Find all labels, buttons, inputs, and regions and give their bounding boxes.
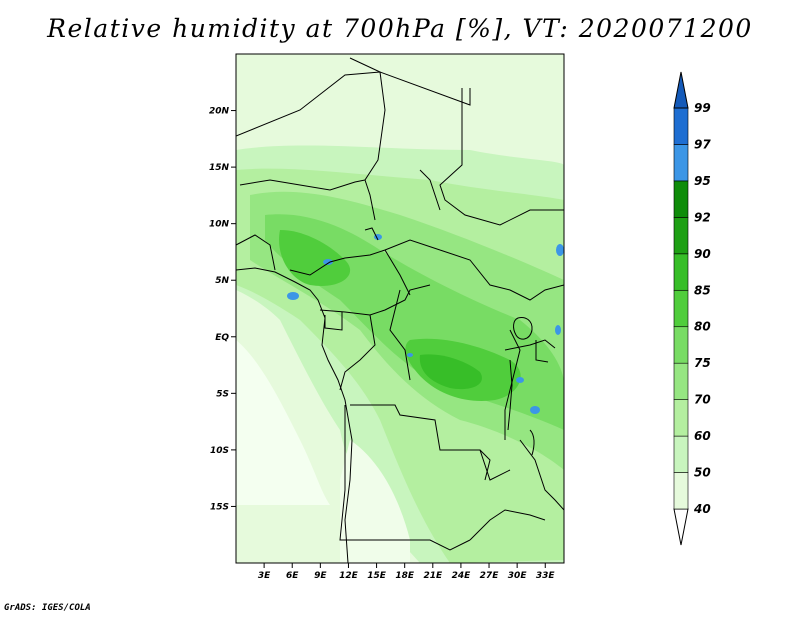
x-tick-label: 24E [452,571,472,581]
colorbar-label: 97 [694,137,711,151]
colorbar-legend: 40 50 60 70 75 80 85 90 92 95 97 99 [673,71,711,546]
colorbar-label: 50 [694,466,711,480]
rh-zone-dry-sw [236,340,330,505]
colorbar-swatch [673,144,689,182]
colorbar-min-triangle [673,508,689,546]
colorbar-label: 40 [693,502,711,516]
colorbar-max-triangle [673,71,689,109]
rh-zone-92 [419,354,482,390]
y-tick-label: 15N [209,163,230,173]
colorbar-label: 99 [694,101,711,115]
colorbar-swatch [673,435,689,473]
y-tick-label: 5N [215,276,229,286]
colorbar-label: 75 [694,356,711,370]
y-tick-label: 10N [209,220,230,230]
y-axis: 20N 15N 10N 5N EQ 5S 10S 15S [209,107,236,512]
x-tick-label: 21E [423,571,443,581]
x-tick-label: 3E [258,571,271,581]
x-tick-label: 15E [367,571,387,581]
y-tick-label: 15S [210,502,229,512]
colorbar-swatch [673,362,689,400]
y-tick-label: 10S [210,446,229,456]
x-tick-label: 27E [480,571,500,581]
y-tick-label: EQ [215,333,229,343]
colorbar-label: 60 [694,429,711,443]
colorbar-label: 70 [694,393,711,407]
colorbar-swatch [673,180,689,218]
coastline [236,267,353,563]
x-axis: 3E 6E 9E 12E 15E 18E 21E 24E 27E 30E 33E [258,563,556,581]
map-chart: 3E 6E 9E 12E 15E 18E 21E 24E 27E 30E 33E 20N 15N 10N… [209,53,711,581]
grads-credit: GrADS: IGES/COLA [4,603,91,613]
country-borders [236,57,564,551]
chart-title: Relative humidity at 700hPa [%], VT: 202… [47,14,753,43]
x-tick-label: 6E [286,571,299,581]
colorbar-label: 80 [694,320,711,334]
lakes [364,227,535,456]
colorbar-label: 95 [694,174,711,188]
map-frame [235,53,565,564]
colorbar-swatch [673,253,689,291]
y-tick-label: 5S [216,389,229,399]
x-tick-label: 33E [536,571,556,581]
colorbar-swatch [673,472,689,510]
colorbar-swatch [673,289,689,328]
colorbar-swatch [673,326,689,364]
colorbar-swatch [673,399,689,437]
rh-zone-dry-se [340,440,410,563]
y-tick-label: 20N [209,107,230,117]
colorbar-label: 90 [694,247,711,261]
colorbar-swatch [673,217,689,255]
x-tick-label: 18E [395,571,415,581]
x-tick-label: 30E [508,571,528,581]
map-plot-area [236,54,564,563]
colorbar-label: 85 [694,283,711,297]
x-tick-label: 12E [339,571,359,581]
x-tick-label: 9E [314,571,327,581]
colorbar-swatch [673,107,689,145]
colorbar-label: 92 [694,210,711,224]
